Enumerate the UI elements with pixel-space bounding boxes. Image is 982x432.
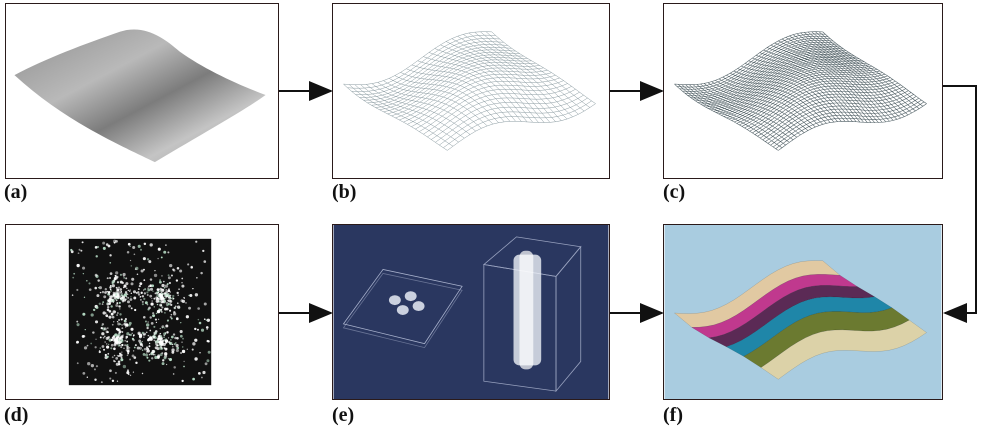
- panel-c-label: (c): [663, 181, 686, 203]
- panel-d-label: (d): [4, 404, 29, 426]
- dense-mesh-image: [674, 31, 927, 151]
- colored-surface-image: [664, 225, 942, 399]
- wireframe-mesh-image: [343, 31, 596, 151]
- volume-rendering-image: [333, 225, 609, 399]
- panel-b-wireframe-mesh: [332, 3, 610, 179]
- panel-e-volume-rendering: [332, 224, 610, 400]
- panel-a-smooth-surface: [5, 3, 279, 179]
- panel-d-speckle-pattern: [5, 224, 279, 400]
- speckle-pattern-image: [68, 238, 212, 386]
- panel-e-label: (e): [332, 404, 355, 426]
- panel-b-label: (b): [332, 181, 357, 203]
- panel-f-label: (f): [663, 404, 683, 426]
- arrow-c-to-f: [943, 85, 977, 323]
- panel-a-label: (a): [4, 181, 28, 203]
- smooth-surface-image: [14, 29, 266, 163]
- panel-f-colored-surface: [663, 224, 943, 400]
- panel-c-dense-mesh: [663, 3, 943, 179]
